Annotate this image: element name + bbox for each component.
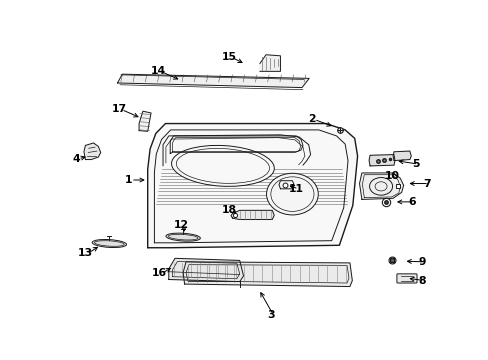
- Text: 5: 5: [411, 159, 419, 169]
- Text: 17: 17: [111, 104, 126, 114]
- Polygon shape: [392, 151, 410, 161]
- Text: 11: 11: [288, 184, 303, 194]
- Polygon shape: [183, 262, 351, 287]
- Polygon shape: [84, 143, 101, 159]
- Polygon shape: [139, 111, 151, 131]
- Text: 13: 13: [78, 248, 93, 258]
- Text: 15: 15: [221, 52, 236, 62]
- Text: 1: 1: [124, 175, 132, 185]
- Ellipse shape: [171, 145, 274, 186]
- Text: 18: 18: [221, 205, 236, 215]
- Text: 3: 3: [266, 310, 274, 320]
- Text: 6: 6: [407, 197, 415, 207]
- Polygon shape: [279, 181, 294, 189]
- Polygon shape: [147, 123, 357, 248]
- Ellipse shape: [92, 239, 126, 248]
- Text: 14: 14: [150, 66, 165, 76]
- Text: 12: 12: [173, 220, 188, 230]
- Text: 7: 7: [422, 179, 429, 189]
- Text: 2: 2: [307, 114, 315, 124]
- Text: 4: 4: [72, 154, 80, 164]
- Text: 9: 9: [417, 257, 425, 267]
- Text: 10: 10: [384, 171, 399, 181]
- Polygon shape: [168, 258, 243, 282]
- Polygon shape: [359, 173, 403, 199]
- Ellipse shape: [266, 173, 318, 215]
- Polygon shape: [368, 154, 394, 166]
- Polygon shape: [259, 55, 280, 71]
- Text: 8: 8: [417, 275, 425, 285]
- Ellipse shape: [165, 233, 200, 241]
- Polygon shape: [231, 210, 274, 220]
- FancyBboxPatch shape: [396, 274, 416, 283]
- Text: 16: 16: [151, 269, 166, 279]
- Polygon shape: [117, 74, 308, 87]
